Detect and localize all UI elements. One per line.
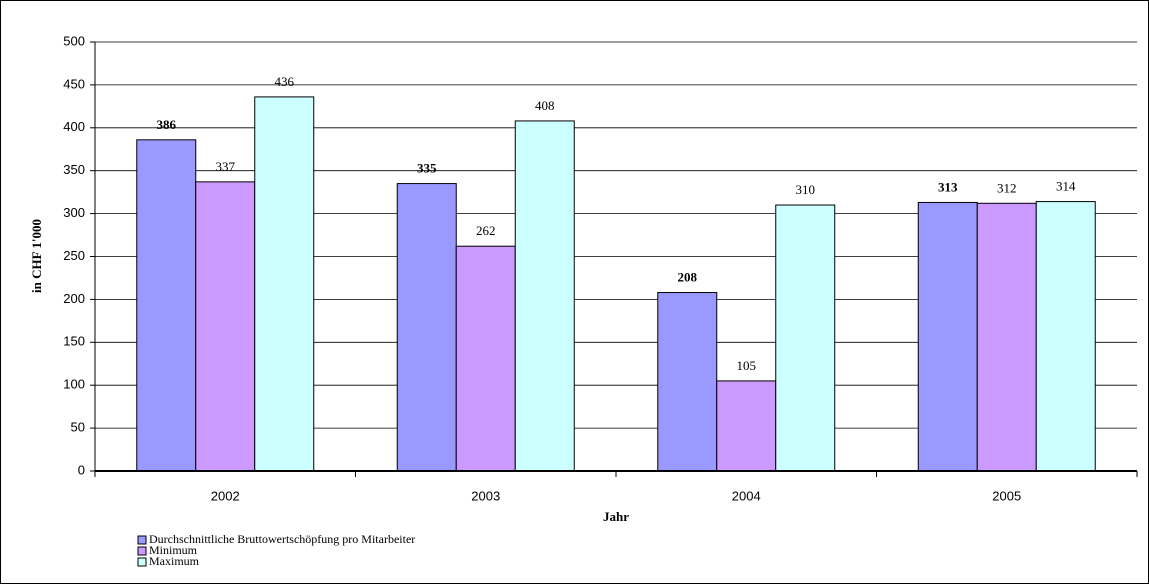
data-label: 335 <box>417 161 437 176</box>
x-tick-label: 2004 <box>732 488 761 503</box>
y-tick-label: 100 <box>63 377 85 392</box>
legend-swatch <box>137 546 147 556</box>
bar <box>976 202 1037 472</box>
bar <box>254 96 315 472</box>
bar <box>716 380 777 472</box>
data-label: 312 <box>997 180 1017 195</box>
data-label: 386 <box>157 117 177 132</box>
y-tick-label: 300 <box>63 205 85 220</box>
y-tick-label: 150 <box>63 334 85 349</box>
y-tick-label: 400 <box>63 119 85 134</box>
data-label: 314 <box>1056 179 1076 194</box>
bar <box>514 120 575 472</box>
x-axis-title: Jahr <box>603 509 629 524</box>
bar <box>917 201 978 472</box>
bar <box>1035 201 1096 472</box>
y-tick-label: 350 <box>63 162 85 177</box>
y-tick-label: 0 <box>78 462 85 477</box>
y-tick-label: 500 <box>63 33 85 48</box>
data-label: 436 <box>275 74 295 89</box>
legend-label: Minimum <box>149 543 198 557</box>
y-tick-label: 50 <box>71 420 85 435</box>
data-label: 313 <box>938 179 958 194</box>
y-tick-label: 200 <box>63 291 85 306</box>
bar <box>657 292 718 472</box>
legend-label: Durchschnittliche Bruttowertschöpfung pr… <box>149 532 415 546</box>
y-tick-label: 450 <box>63 76 85 91</box>
y-tick-label: 250 <box>63 248 85 263</box>
bar <box>136 139 197 472</box>
legend-swatch <box>137 557 147 567</box>
bar <box>775 204 836 472</box>
data-label: 262 <box>476 223 496 238</box>
data-label: 105 <box>737 358 757 373</box>
x-tick-label: 2002 <box>211 488 240 503</box>
data-label: 208 <box>678 270 698 285</box>
bar <box>396 183 457 472</box>
legend-swatch <box>137 535 147 545</box>
x-tick-label: 2005 <box>992 488 1021 503</box>
legend-label: Maximum <box>149 554 200 568</box>
y-axis-title: in CHF 1'000 <box>29 219 44 293</box>
data-label: 337 <box>216 159 236 174</box>
bar <box>455 245 516 472</box>
data-label: 408 <box>535 98 555 113</box>
x-tick-label: 2003 <box>471 488 500 503</box>
data-label: 310 <box>796 182 816 197</box>
bar <box>195 181 256 472</box>
